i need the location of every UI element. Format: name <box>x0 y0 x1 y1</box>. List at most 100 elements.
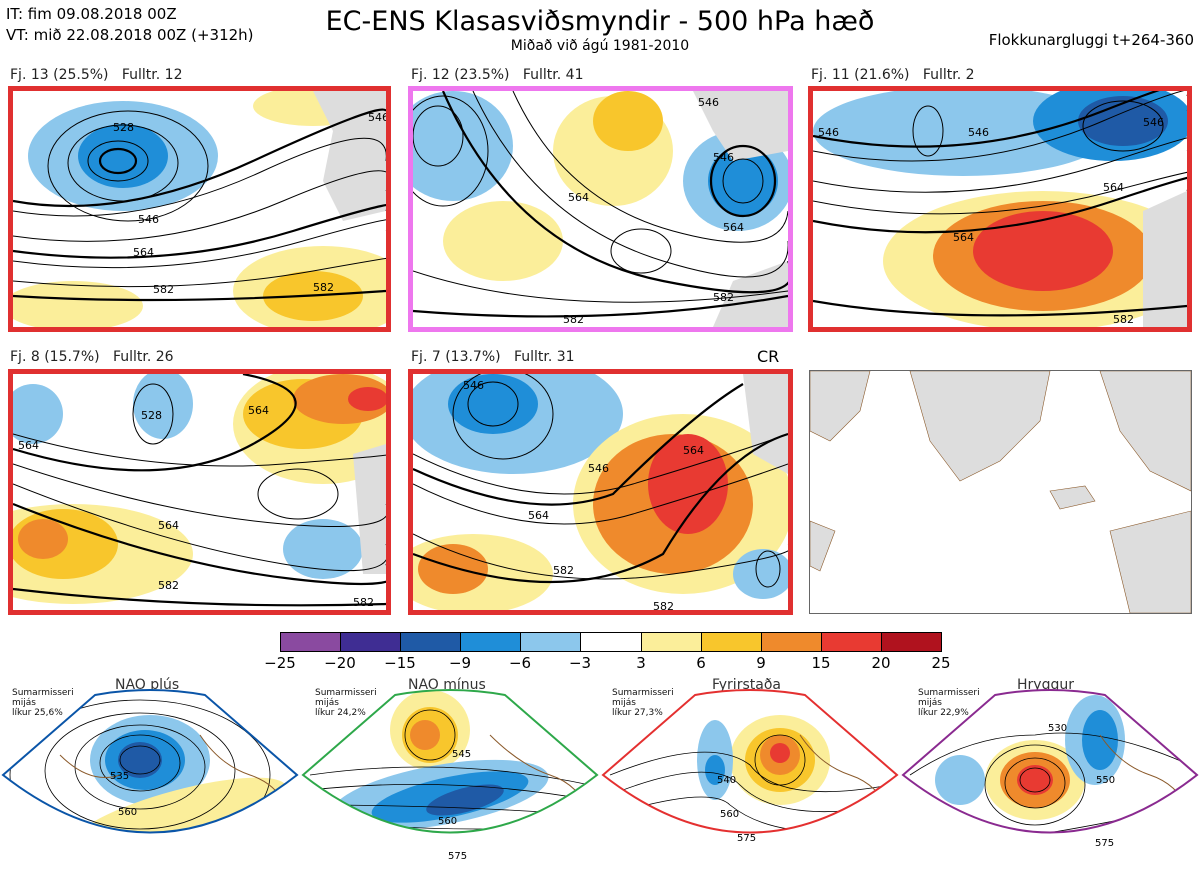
colorbar-tick: 9 <box>756 654 766 672</box>
contour-label: 546 <box>1143 116 1164 129</box>
panel-label-1: Fj. 13 (25.5%) Fulltr. 12 <box>10 67 183 83</box>
run-info: IT: fim 09.08.2018 00Z VT: mið 22.08.201… <box>6 4 254 46</box>
cluster-map-2: 546 564 582 582 546 564 <box>408 86 793 332</box>
contour-label: 564 <box>1103 181 1124 194</box>
contour-label: 582 <box>713 291 734 304</box>
contour-label: 564 <box>528 509 549 522</box>
colorbar-tick: −20 <box>324 654 356 672</box>
regime-map-3: 540 560 575 <box>601 689 899 844</box>
colorbar-tick: 3 <box>636 654 646 672</box>
regime-name-1: NAO plús <box>115 677 180 693</box>
contour-label: 575 <box>737 833 756 844</box>
contour-label: 564 <box>568 191 589 204</box>
contour-label: 528 <box>113 121 134 134</box>
regime-probability: líkur 24,2% <box>315 708 366 718</box>
contour-label: 564 <box>953 231 974 244</box>
colorbar-swatch <box>341 633 402 651</box>
contour-label: 546 <box>368 111 386 124</box>
regime-name-3: Fyrirstaða <box>712 677 781 693</box>
contour-label: 582 <box>313 281 334 294</box>
contour-label: 564 <box>18 439 39 452</box>
contour-label: 560 <box>118 807 137 818</box>
colorbar-swatch <box>281 633 342 651</box>
contour-label: 528 <box>141 409 162 422</box>
regime-meta-4: Sumarmisseri mijás líkur 22,9% <box>918 688 980 718</box>
regime-season: Sumarmisseri <box>12 688 74 698</box>
regime-period: mijás <box>612 698 636 708</box>
contour-label: 546 <box>138 213 159 226</box>
base-map <box>809 370 1192 614</box>
regime-period: mijás <box>12 698 36 708</box>
colorbar-swatch <box>461 633 522 651</box>
panel-label-3: Fj. 11 (21.6%) Fulltr. 2 <box>811 67 975 83</box>
panel-label-5: Fj. 7 (13.7%) Fulltr. 31 <box>411 349 575 365</box>
regime-period: mijás <box>315 698 339 708</box>
regime-meta-2: Sumarmisseri mijás líkur 24,2% <box>315 688 377 718</box>
contour-label: 545 <box>452 749 471 760</box>
regime-map-1: 535 560 <box>1 689 299 834</box>
colorbar-swatch <box>761 633 822 651</box>
cluster-map-5: 546 564 564 582 582 546 <box>408 369 793 615</box>
contour-label: 530 <box>1048 723 1067 734</box>
contour-label: 582 <box>153 283 174 296</box>
contour-label: 540 <box>717 775 736 786</box>
panel-label-4: Fj. 8 (15.7%) Fulltr. 26 <box>10 349 174 365</box>
colorbar-tick: 15 <box>811 654 831 672</box>
regime-season: Sumarmisseri <box>918 688 980 698</box>
colorbar-swatch <box>641 633 702 651</box>
colorbar-swatch <box>701 633 762 651</box>
contour-label: 560 <box>438 816 457 827</box>
regime-map-4: 530 550 575 <box>901 689 1199 849</box>
cluster-map-1: 528 546 564 582 582 546 <box>8 86 391 332</box>
contour-label: 582 <box>553 564 574 577</box>
panel-label-2: Fj. 12 (23.5%) Fulltr. 41 <box>411 67 584 83</box>
contour-label: 546 <box>968 126 989 139</box>
regime-probability: líkur 27,3% <box>612 708 663 718</box>
colorbar-tick: 20 <box>871 654 891 672</box>
regime-map-2: 545 560 575 <box>301 689 599 862</box>
contour-label: 546 <box>698 96 719 109</box>
contour-label: 564 <box>723 221 744 234</box>
colorbar-tick: 6 <box>696 654 706 672</box>
regime-probability: líkur 22,9% <box>918 708 969 718</box>
colorbar-swatch <box>581 633 642 651</box>
regime-name-4: Hryggur <box>1017 677 1074 693</box>
colorbar-tick: −3 <box>568 654 592 672</box>
initial-time: IT: fim 09.08.2018 00Z <box>6 5 177 23</box>
contour-label: 546 <box>713 151 734 164</box>
regime-meta-1: Sumarmisseri mijás líkur 25,6% <box>12 688 74 718</box>
page-title: EC-ENS Klasasviðsmyndir - 500 hPa hæð <box>325 6 875 37</box>
colorbar-tick: −15 <box>384 654 416 672</box>
contour-label: 575 <box>448 851 467 862</box>
contour-label: 564 <box>133 246 154 259</box>
colorbar-swatch <box>521 633 582 651</box>
contour-label: 550 <box>1096 775 1115 786</box>
valid-time: VT: mið 22.08.2018 00Z (+312h) <box>6 26 254 44</box>
regime-season: Sumarmisseri <box>612 688 674 698</box>
contour-label: 535 <box>110 771 129 782</box>
contour-label: 546 <box>463 379 484 392</box>
classification-window: Flokkunargluggi t+264-360 <box>988 31 1194 49</box>
contour-label: 582 <box>563 313 584 326</box>
colorbar-swatch <box>881 633 942 651</box>
colorbar-swatch <box>401 633 462 651</box>
contour-label: 564 <box>248 404 269 417</box>
contour-label: 564 <box>158 519 179 532</box>
cluster-map-4: 564 528 564 564 582 582 <box>8 369 391 615</box>
regime-name-2: NAO mínus <box>408 677 486 693</box>
cluster-map-3: 546 546 546 564 564 582 <box>808 86 1192 332</box>
contour-label: 582 <box>158 579 179 592</box>
contour-label: 560 <box>720 809 739 820</box>
regime-probability: líkur 25,6% <box>12 708 63 718</box>
colorbar-tick: −25 <box>264 654 296 672</box>
contour-label: 582 <box>653 600 674 610</box>
regime-meta-3: Sumarmisseri mijás líkur 27,3% <box>612 688 674 718</box>
colorbar <box>280 632 942 652</box>
page-subtitle: Miðað við ágú 1981-2010 <box>510 38 690 54</box>
regime-period: mijás <box>918 698 942 708</box>
contour-label: 564 <box>683 444 704 457</box>
contour-label: 582 <box>353 596 374 609</box>
contour-label: 546 <box>588 462 609 475</box>
colorbar-tick: −9 <box>448 654 472 672</box>
colorbar-swatch <box>821 633 882 651</box>
